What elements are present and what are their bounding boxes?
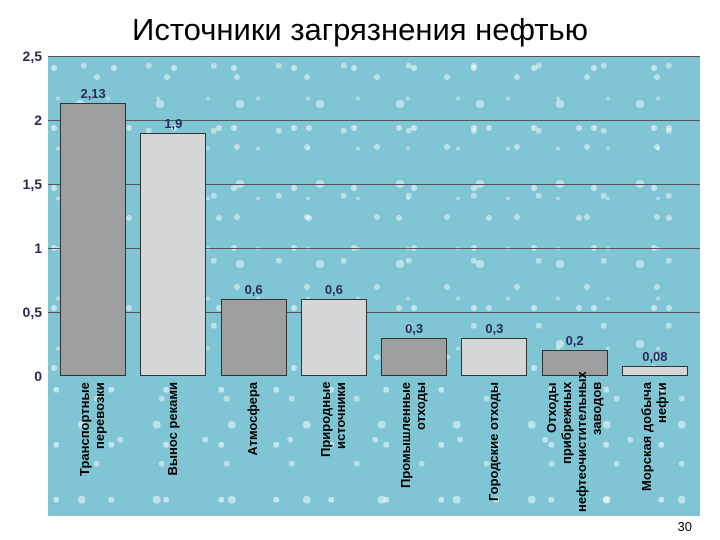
bar-slot: 0,6	[294, 56, 374, 376]
xlabel-slot: Промышленные отходы	[374, 376, 454, 516]
ytick-label: 1	[34, 240, 48, 256]
category-label: Промышленные отходы	[399, 382, 429, 512]
xlabel-slot: Вынос реками	[133, 376, 213, 516]
bar-slot: 1,9	[133, 56, 213, 376]
bar-value-label: 0,6	[245, 282, 263, 297]
page-title: Источники загрязнения нефтью	[0, 0, 720, 56]
category-label: Транспортные перевозки	[78, 382, 108, 512]
page-number: 30	[678, 519, 692, 534]
xlabel-slot: Отходы прибрежных нефтеочистительных зав…	[535, 376, 615, 516]
bars-container: 2,13 1,9 0,6 0,6 0,3 0,3 0,2 0,08	[48, 56, 700, 376]
xlabel-slot: Городские отходы	[454, 376, 534, 516]
ytick-label: 1,5	[23, 176, 48, 192]
ytick-label: 2	[34, 112, 48, 128]
category-label: Городские отходы	[487, 382, 502, 501]
bar-slot: 0,3	[374, 56, 454, 376]
category-label: Отходы прибрежных нефтеочистительных зав…	[545, 382, 605, 512]
bar	[60, 103, 126, 376]
xlabels-container: Транспортные перевозки Вынос реками Атмосф…	[48, 376, 700, 516]
xlabel-slot: Природные источники	[294, 376, 374, 516]
bar	[221, 299, 287, 376]
bar	[381, 338, 447, 376]
category-label: Природные источники	[319, 382, 349, 512]
bar-value-label: 0,2	[566, 333, 584, 348]
xlabel-slot: Транспортные перевозки	[53, 376, 133, 516]
ytick-label: 2,5	[23, 48, 48, 64]
bar-value-label: 1,9	[164, 116, 182, 131]
bar-value-label: 0,3	[485, 321, 503, 336]
ytick-label: 0	[34, 368, 48, 384]
bar	[301, 299, 367, 376]
ytick-label: 0,5	[23, 304, 48, 320]
bar-value-label: 2,13	[80, 86, 105, 101]
bar	[622, 366, 688, 376]
category-label: Вынос реками	[166, 382, 181, 475]
category-label: Морская добыча нефти	[640, 382, 670, 512]
bar-value-label: 0,3	[405, 321, 423, 336]
bar-slot: 0,6	[214, 56, 294, 376]
bar-slot: 0,3	[454, 56, 534, 376]
bar-value-label: 0,6	[325, 282, 343, 297]
xlabel-slot: Атмосфера	[214, 376, 294, 516]
bar-slot: 0,08	[615, 56, 695, 376]
bar-value-label: 0,08	[642, 349, 667, 364]
bar-slot: 0,2	[535, 56, 615, 376]
oil-pollution-chart: 00,511,522,5 2,131,90,60,60,30,30,20,08 …	[48, 56, 700, 516]
bar-slot: 2,13	[53, 56, 133, 376]
category-label: Атмосфера	[246, 382, 261, 456]
bar	[461, 338, 527, 376]
xlabel-slot: Морская добыча нефти	[615, 376, 695, 516]
bar	[140, 133, 206, 376]
